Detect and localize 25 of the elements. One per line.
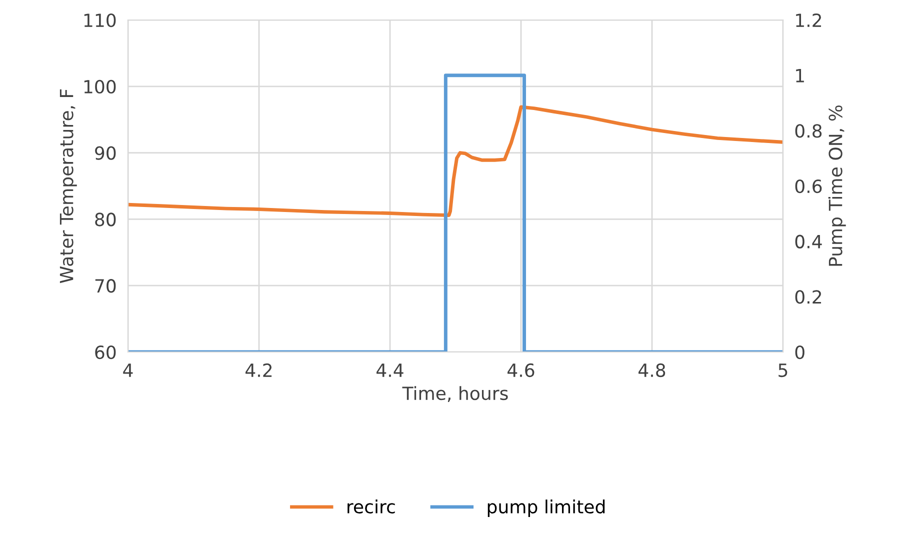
y2-tick-label: 0.4 xyxy=(795,234,822,248)
x-tick-label: 4.6 xyxy=(508,363,534,378)
y-axis-title: Water Temperature, F xyxy=(60,89,77,284)
y-tick-label: 80 xyxy=(95,212,116,226)
legend-label: recirc xyxy=(348,500,395,514)
x-tick-label: 4 xyxy=(123,364,133,377)
x-tick-label: 4.8 xyxy=(638,363,666,378)
y2-tick-label: 1 xyxy=(796,69,804,82)
y-tick-label: 100 xyxy=(84,80,116,94)
y-tick-label: 60 xyxy=(95,345,116,360)
x-axis-title: Time, hours xyxy=(402,386,508,402)
y2-tick-label: 1.2 xyxy=(796,13,822,27)
y-tick-label: 110 xyxy=(84,13,116,28)
y2-tick-label: 0 xyxy=(795,345,804,360)
y2-tick-label: 0.6 xyxy=(795,179,822,194)
x-tick-label: 4.2 xyxy=(246,363,272,377)
y2-tick-label: 0.8 xyxy=(795,124,822,138)
line-series xyxy=(128,105,783,217)
x-tick-label: 4.4 xyxy=(376,364,404,377)
legend-label: pump limited xyxy=(488,500,605,518)
y-tick-label: 70 xyxy=(95,279,116,293)
y2-axis-title: Pump Time ON, % xyxy=(828,105,846,266)
y-tick-label: 90 xyxy=(95,146,116,160)
x-tick-label: 5 xyxy=(778,364,788,378)
y2-tick-label: 0.2 xyxy=(795,290,822,304)
